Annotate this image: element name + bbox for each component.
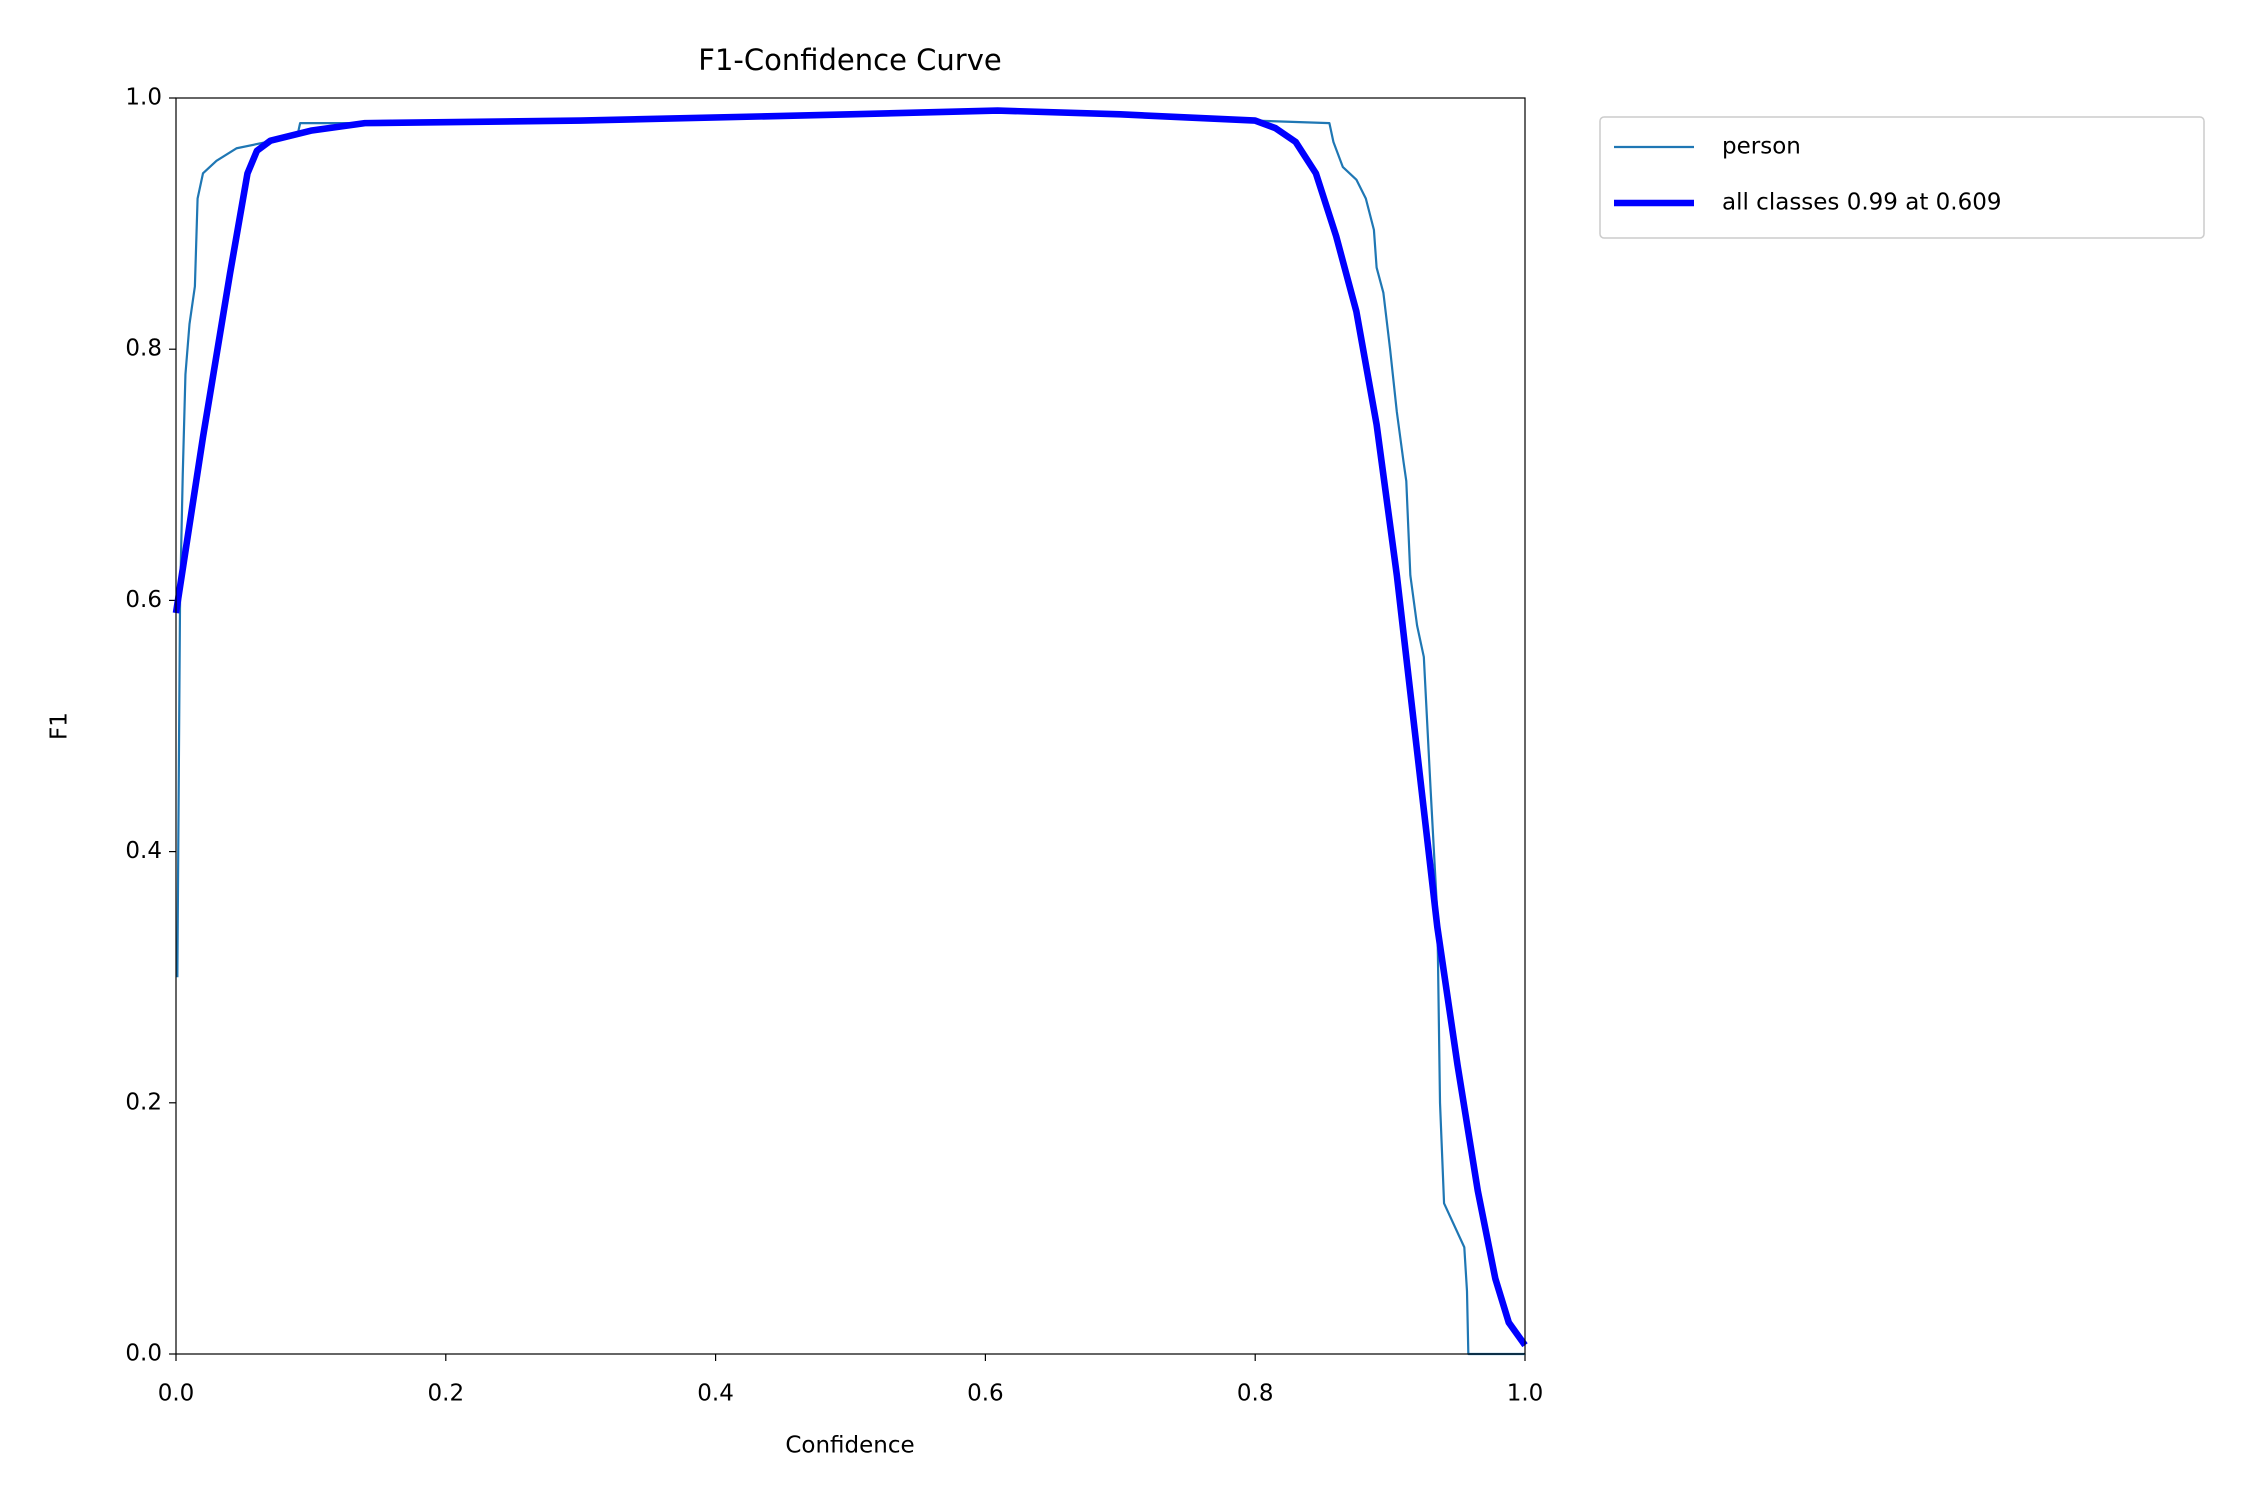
- chart-title: F1-Confidence Curve: [698, 43, 1001, 77]
- legend-label: person: [1722, 134, 1801, 160]
- legend-box: [1599, 116, 2205, 239]
- y-axis-label: F1: [47, 712, 73, 740]
- x-axis-label: Confidence: [785, 1433, 914, 1459]
- x-tick-label: 0.0: [158, 1381, 195, 1407]
- y-tick-label: 0.2: [125, 1089, 162, 1115]
- y-tick-label: 0.0: [125, 1341, 162, 1367]
- x-tick-label: 0.6: [967, 1381, 1004, 1407]
- series-line: [176, 109, 1525, 1356]
- y-tick-label: 0.6: [125, 587, 162, 613]
- x-tick-label: 0.4: [697, 1381, 734, 1407]
- legend-label: all classes 0.99 at 0.609: [1722, 190, 2002, 216]
- y-tick-label: 0.8: [125, 336, 162, 362]
- x-tick-label: 1.0: [1507, 1381, 1544, 1407]
- y-tick-label: 1.0: [125, 85, 162, 111]
- y-tick-label: 0.4: [125, 838, 162, 864]
- x-tick-label: 0.2: [428, 1381, 465, 1407]
- x-tick-label: 0.8: [1237, 1381, 1274, 1407]
- plot-frame: [175, 97, 1526, 1355]
- series-line: [172, 107, 1528, 1348]
